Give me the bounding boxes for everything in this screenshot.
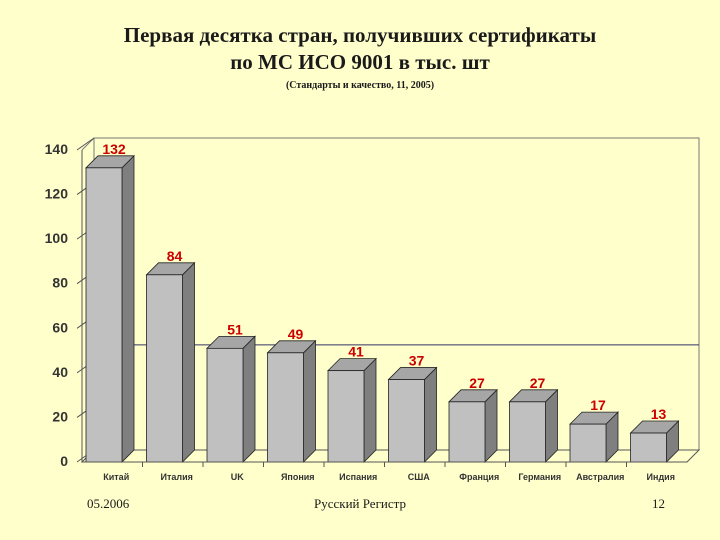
bar <box>448 388 498 463</box>
bar-front <box>146 274 183 463</box>
bar <box>629 420 680 463</box>
bar-front <box>630 432 667 463</box>
bar-front <box>267 352 304 463</box>
bar-front <box>85 167 123 463</box>
bar <box>508 388 559 463</box>
y-tick-label: 20 <box>52 408 68 424</box>
x-tick-label: Индия <box>647 472 675 482</box>
y-tick-label: 0 <box>60 453 68 469</box>
data-label: 41 <box>348 344 364 360</box>
footer-organization: Русский Регистр <box>314 496 406 511</box>
chart-title-line-2: по МС ИСО 9001 в тыс. шт <box>230 50 490 74</box>
bar-side <box>303 339 316 463</box>
footer-date: 05.2006 <box>87 496 130 511</box>
bar-side <box>363 357 377 463</box>
x-tick-label: Китай <box>103 472 129 482</box>
chart-title-line-1: Первая десятка стран, получивших сертифи… <box>123 23 597 47</box>
y-tick-label: 120 <box>45 186 69 202</box>
data-label: 84 <box>167 248 183 264</box>
bar <box>569 411 619 463</box>
data-label: 13 <box>651 406 667 422</box>
x-axis: Китай Италия UK Япония Испания США Франция Герм… <box>82 461 687 482</box>
data-label: 17 <box>590 397 606 413</box>
data-label: 51 <box>227 321 243 337</box>
data-label: 49 <box>288 326 304 342</box>
bar <box>327 357 377 463</box>
bar-front <box>509 401 546 463</box>
bar-front <box>388 379 425 463</box>
bar-side <box>242 335 256 463</box>
x-tick-label: Япония <box>281 472 315 482</box>
bars-group <box>85 154 680 463</box>
x-tick-label: Испания <box>339 472 377 482</box>
y-tick-label: 80 <box>52 275 68 291</box>
bar-side <box>545 388 558 463</box>
bar <box>266 339 317 463</box>
bar <box>145 261 196 463</box>
data-labels-group: 132 84 51 49 41 37 27 27 17 13 <box>102 141 666 422</box>
data-label: 37 <box>409 353 425 369</box>
bar <box>206 335 256 463</box>
y-tick-mark <box>76 137 95 151</box>
x-tick-label: Италия <box>161 472 193 482</box>
y-tick-label: 140 <box>45 141 69 157</box>
bar-front <box>448 401 486 463</box>
bar-side <box>424 366 437 463</box>
data-label: 132 <box>102 141 126 157</box>
y-tick-label: 40 <box>52 364 68 380</box>
bar <box>85 154 135 463</box>
y-tick-label: 60 <box>52 319 68 335</box>
x-tick-label: UK <box>231 472 244 482</box>
bar-front <box>206 347 244 463</box>
chart-subtitle: (Стандарты и качество, 11, 2005) <box>285 80 435 91</box>
x-tick-label: Австралия <box>576 472 624 482</box>
data-label: 27 <box>469 375 485 391</box>
bar-side <box>182 261 195 463</box>
y-tick-label: 100 <box>45 230 69 246</box>
data-label: 27 <box>530 375 546 391</box>
footer-page-number: 12 <box>652 496 665 511</box>
bar-side <box>484 388 498 463</box>
bar-front <box>327 370 365 463</box>
x-tick-label: Франция <box>459 472 499 482</box>
x-tick-label: Германия <box>518 472 561 482</box>
bar <box>387 366 438 463</box>
bar-side <box>121 154 135 463</box>
bar-front <box>569 423 607 463</box>
x-tick-label: США <box>408 472 431 482</box>
